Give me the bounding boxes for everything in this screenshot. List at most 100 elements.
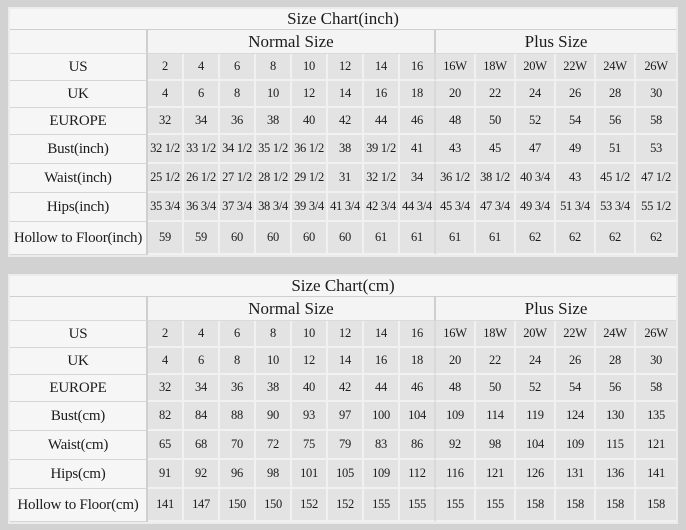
cell: 119 <box>516 402 556 431</box>
cell: 92 <box>436 431 476 460</box>
cell: 131 <box>556 460 596 489</box>
row-label: Hips(cm) <box>10 460 148 489</box>
cell: 52 <box>516 108 556 135</box>
row-label: Hollow to Floor(inch) <box>10 222 148 255</box>
cell: 36 3/4 <box>184 193 220 222</box>
cell: 43 <box>556 164 596 193</box>
cell: 24 <box>516 348 556 375</box>
cell: 82 <box>148 402 184 431</box>
column-group-header: Plus Size <box>436 297 677 321</box>
cell: 83 <box>364 431 400 460</box>
cell: 62 <box>516 222 556 255</box>
cell: 30 <box>636 348 677 375</box>
cell: 20W <box>516 321 556 348</box>
cell: 158 <box>596 489 636 522</box>
cell: 56 <box>596 108 636 135</box>
cell: 38 <box>256 375 292 402</box>
cell: 24 <box>516 81 556 108</box>
cell: 46 <box>400 108 436 135</box>
cell: 49 3/4 <box>516 193 556 222</box>
cell: 22W <box>556 54 596 81</box>
cell: 60 <box>220 222 256 255</box>
cell: 150 <box>220 489 256 522</box>
cell: 22 <box>476 348 516 375</box>
cell: 50 <box>476 108 516 135</box>
cell: 14 <box>364 321 400 348</box>
cell: 34 <box>184 375 220 402</box>
row-label: Waist(cm) <box>10 431 148 460</box>
cell: 12 <box>328 321 364 348</box>
cell: 53 3/4 <box>596 193 636 222</box>
cell: 86 <box>400 431 436 460</box>
cell: 4 <box>184 54 220 81</box>
cell: 32 <box>148 375 184 402</box>
cell: 59 <box>148 222 184 255</box>
cell: 10 <box>292 54 328 81</box>
cell: 40 <box>292 108 328 135</box>
cell: 14 <box>328 81 364 108</box>
cell: 4 <box>184 321 220 348</box>
cell: 24W <box>596 321 636 348</box>
cell: 104 <box>400 402 436 431</box>
column-group-header: Normal Size <box>148 30 436 54</box>
cell: 8 <box>256 54 292 81</box>
cell: 112 <box>400 460 436 489</box>
cell: 39 3/4 <box>292 193 328 222</box>
cell: 54 <box>556 375 596 402</box>
cell: 14 <box>328 348 364 375</box>
cell: 34 1/2 <box>220 135 256 164</box>
cell: 135 <box>636 402 677 431</box>
cell: 55 1/2 <box>636 193 677 222</box>
cell: 158 <box>516 489 556 522</box>
cell: 39 1/2 <box>364 135 400 164</box>
cell: 25 1/2 <box>148 164 184 193</box>
row-label: US <box>10 54 148 81</box>
cell: 35 1/2 <box>256 135 292 164</box>
cell: 58 <box>636 108 677 135</box>
cell: 27 1/2 <box>220 164 256 193</box>
cell: 40 <box>292 375 328 402</box>
cell: 18W <box>476 321 516 348</box>
cell: 56 <box>596 375 636 402</box>
cell: 124 <box>556 402 596 431</box>
cell: 60 <box>292 222 328 255</box>
cell: 54 <box>556 108 596 135</box>
cell: 6 <box>184 81 220 108</box>
cell: 98 <box>256 460 292 489</box>
cell: 43 <box>436 135 476 164</box>
cell: 22 <box>476 81 516 108</box>
row-label: Hips(inch) <box>10 193 148 222</box>
cell: 16W <box>436 54 476 81</box>
size-chart-inch-table: Size Chart(inch) Normal Size Plus Size US 2 4… <box>8 7 679 257</box>
cell: 20W <box>516 54 556 81</box>
cell: 8 <box>256 321 292 348</box>
cell: 126 <box>516 460 556 489</box>
cell: 53 <box>636 135 677 164</box>
cell: 93 <box>292 402 328 431</box>
column-group-header: Plus Size <box>436 30 677 54</box>
cell: 18 <box>400 348 436 375</box>
cell: 90 <box>256 402 292 431</box>
cell: 141 <box>636 460 677 489</box>
cell: 18W <box>476 54 516 81</box>
cell: 24W <box>596 54 636 81</box>
corner-cell <box>10 297 148 321</box>
cell: 100 <box>364 402 400 431</box>
cell: 52 <box>516 375 556 402</box>
cell: 38 1/2 <box>476 164 516 193</box>
cell: 44 <box>364 375 400 402</box>
cell: 32 1/2 <box>148 135 184 164</box>
cell: 12 <box>292 348 328 375</box>
row-label: UK <box>10 81 148 108</box>
cell: 38 3/4 <box>256 193 292 222</box>
row-label: EUROPE <box>10 375 148 402</box>
cell: 50 <box>476 375 516 402</box>
cell: 105 <box>328 460 364 489</box>
table-title: Size Chart(inch) <box>10 9 677 30</box>
cell: 34 <box>184 108 220 135</box>
cell: 91 <box>148 460 184 489</box>
cell: 28 <box>596 81 636 108</box>
cell: 20 <box>436 348 476 375</box>
cell: 155 <box>400 489 436 522</box>
